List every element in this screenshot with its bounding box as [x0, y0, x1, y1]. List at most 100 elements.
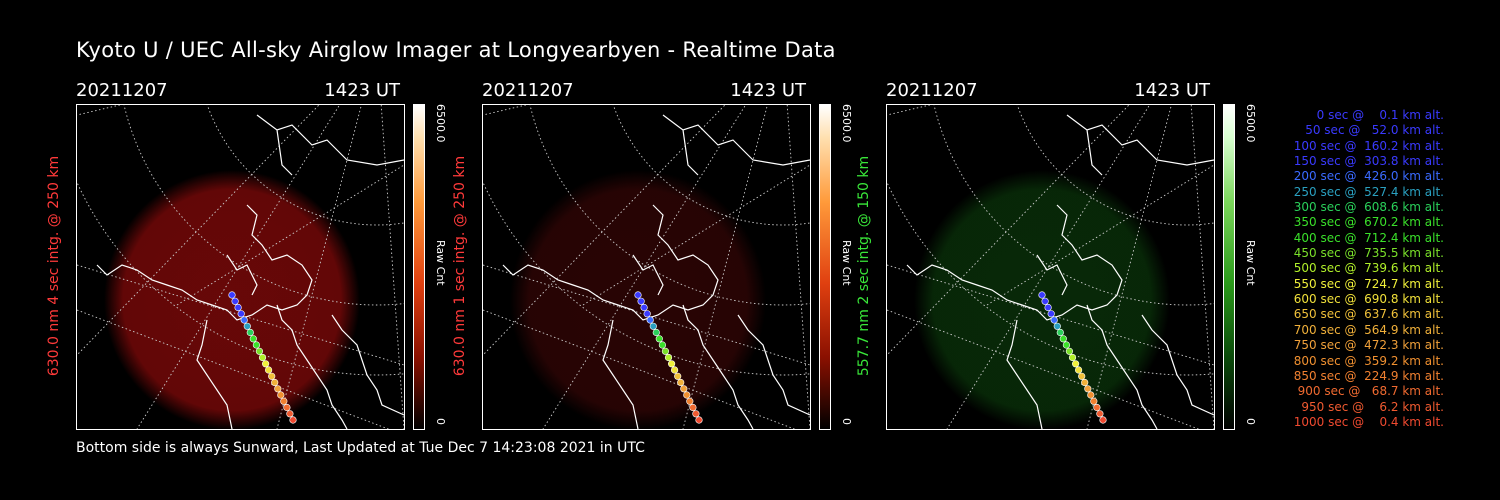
track-point [1044, 303, 1052, 312]
track-point [649, 322, 657, 330]
colorbar [413, 104, 425, 430]
footer-note: Bottom side is always Sunward, Last Upda… [76, 440, 645, 456]
track-point [277, 391, 285, 399]
track-point [234, 303, 242, 312]
track-point [1099, 416, 1107, 424]
legend-row: 50 sec @ 52.0 km alt. [1297, 123, 1444, 138]
track-point [258, 353, 267, 362]
track-point [680, 385, 688, 393]
track-point [683, 391, 691, 399]
legend-row: 800 sec @ 359.2 km alt. [1289, 353, 1444, 368]
track-point [1081, 378, 1089, 387]
track-point [1084, 385, 1092, 393]
legend-row: 600 sec @ 690.8 km alt. [1289, 292, 1444, 307]
allsky-image [886, 104, 1215, 430]
legend-row: 400 sec @ 712.4 km alt. [1289, 230, 1444, 245]
track-point [1093, 403, 1101, 412]
panel-ylabel: 630.0 nm 1 sec intg. @ 250 km [452, 155, 468, 377]
track-point [689, 403, 697, 412]
track-point [655, 335, 663, 343]
colorbar-unit: Raw Cnt [434, 240, 447, 286]
imager-panel-1: 20211207 1423 UT 630.0 nm 4 sec intg. @ … [46, 80, 476, 440]
track-point [646, 316, 654, 324]
panel-date: 20211207 [482, 80, 574, 101]
panel-time: 1423 UT [324, 80, 400, 101]
imager-panel-2: 20211207 1423 UT 630.0 nm 1 sec intg. @ … [452, 80, 882, 440]
track-point [1062, 341, 1070, 349]
legend-row: 550 sec @ 724.7 km alt. [1289, 276, 1444, 291]
track-point [1047, 310, 1055, 318]
colorbar-min: 0 [840, 418, 853, 425]
legend-row: 200 sec @ 426.0 km alt. [1289, 169, 1444, 184]
track-point [695, 416, 703, 424]
colorbar-min: 0 [434, 418, 447, 425]
track-point [640, 303, 648, 312]
legend-row: 950 sec @ 6.2 km alt. [1297, 399, 1444, 414]
panel-ylabel: 630.0 nm 4 sec intg. @ 250 km [46, 155, 62, 377]
track-point [268, 372, 276, 380]
track-point [271, 378, 279, 387]
panel-time: 1423 UT [730, 80, 806, 101]
track-point [1090, 397, 1098, 405]
track-point [228, 291, 236, 299]
colorbar-max: 6500.0 [1244, 104, 1257, 143]
track-point [677, 378, 685, 387]
track-point [1041, 297, 1049, 305]
page-title: Kyoto U / UEC All-sky Airglow Imager at … [76, 38, 836, 62]
legend-row: 500 sec @ 739.6 km alt. [1289, 261, 1444, 276]
track-point [249, 335, 257, 343]
colorbar-min: 0 [1244, 418, 1257, 425]
legend-row: 100 sec @ 160.2 km alt. [1289, 138, 1444, 153]
track-point [1075, 366, 1083, 374]
track-point [1038, 291, 1046, 299]
legend-row: 0 sec @ 0.1 km alt. [1305, 108, 1444, 122]
trajectory-legend: 0 sec @ 0.1 km alt. 50 sec @ 52.0 km alt… [1258, 108, 1444, 430]
track-point [246, 328, 254, 337]
track-point [1065, 347, 1073, 355]
track-point [286, 410, 294, 418]
track-point [255, 347, 263, 355]
track-point [262, 360, 270, 368]
legend-row: 150 sec @ 303.8 km alt. [1289, 154, 1444, 169]
track-point [289, 416, 297, 424]
legend-row: 900 sec @ 68.7 km alt. [1293, 384, 1444, 399]
legend-row: 350 sec @ 670.2 km alt. [1289, 215, 1444, 230]
track-point [1053, 322, 1061, 330]
legend-row: 1000 sec @ 0.4 km alt. [1293, 414, 1444, 429]
track-point [664, 353, 673, 362]
track-point [668, 360, 676, 368]
track-point [237, 310, 245, 318]
track-point [1096, 410, 1104, 418]
legend-row: 700 sec @ 564.9 km alt. [1289, 322, 1444, 337]
track-point [231, 297, 239, 305]
legend-row: 250 sec @ 527.4 km alt. [1289, 184, 1444, 199]
imager-panel-3: 20211207 1423 UT 557.7 nm 2 sec intg. @ … [856, 80, 1286, 440]
track-point [1059, 335, 1067, 343]
legend-row: 650 sec @ 637.6 km alt. [1289, 307, 1444, 322]
track-point [1072, 360, 1080, 368]
allsky-image [76, 104, 405, 430]
panel-ylabel: 557.7 nm 2 sec intg. @ 150 km [856, 155, 872, 377]
track-point [686, 397, 694, 405]
track-point [240, 316, 248, 324]
track-point [652, 328, 660, 337]
colorbar-unit: Raw Cnt [1244, 240, 1257, 286]
track-point [634, 291, 642, 299]
track-point [1068, 353, 1077, 362]
track-point [280, 397, 288, 405]
track-point [643, 310, 651, 318]
track-point [692, 410, 700, 418]
track-point [1050, 316, 1058, 324]
allsky-image [482, 104, 811, 430]
colorbar-max: 6500.0 [434, 104, 447, 143]
track-point [265, 366, 273, 374]
track-point [658, 341, 666, 349]
colorbar [819, 104, 831, 430]
colorbar-unit: Raw Cnt [840, 240, 853, 286]
track-point [283, 403, 291, 412]
coastline [906, 114, 1214, 429]
track-point [674, 372, 682, 380]
legend-row: 300 sec @ 608.6 km alt. [1289, 200, 1444, 215]
panel-date: 20211207 [886, 80, 978, 101]
coastline [96, 114, 404, 429]
